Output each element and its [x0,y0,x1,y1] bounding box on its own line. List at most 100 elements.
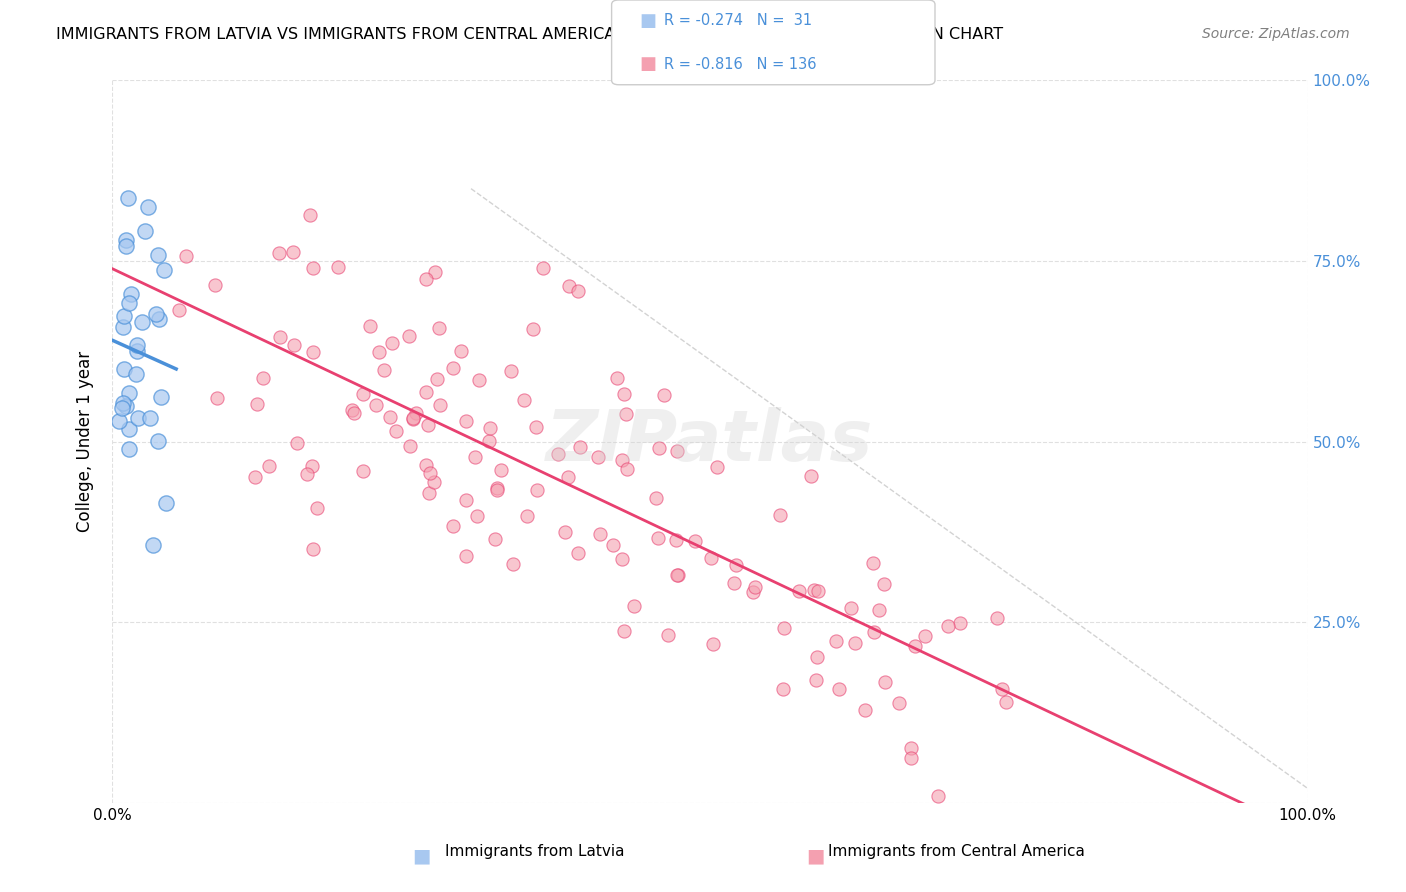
Point [465,508,488,523]
Point [648,441,671,455]
Point [326,260,349,274]
Point [114,362,136,376]
Point [526,483,548,498]
Point [512,393,534,408]
Point [991,681,1014,696]
Point [127,411,149,425]
Point [352,386,374,401]
Point [645,491,668,506]
Point [606,371,628,385]
Point [426,372,449,386]
Point [464,450,486,464]
Point [167,302,190,317]
Point [118,296,141,310]
Point [699,550,721,565]
Point [467,373,489,387]
Point [887,696,910,710]
Point [145,307,167,321]
Point [124,368,146,382]
Y-axis label: College, Under 1 year: College, Under 1 year [76,351,94,533]
Point [567,284,589,298]
Point [868,602,890,616]
Point [415,272,437,286]
Point [657,628,679,642]
Point [567,546,589,560]
Point [804,673,827,687]
Point [155,496,177,510]
Point [936,619,959,633]
Text: R = -0.816   N = 136: R = -0.816 N = 136 [664,57,815,71]
Point [134,224,156,238]
Point [373,362,395,376]
Point [647,531,669,545]
Point [773,622,796,636]
Point [602,538,624,552]
Point [142,538,165,552]
Point [118,386,141,401]
Point [450,343,472,358]
Point [803,582,825,597]
Point [875,674,897,689]
Point [900,741,922,756]
Point [121,287,143,301]
Point [441,360,464,375]
Point [352,464,374,478]
Point [623,599,645,613]
Point [683,533,706,548]
Point [385,424,408,438]
Point [153,263,176,277]
Point [112,310,135,324]
Point [612,624,634,638]
Point [612,386,634,401]
Text: ZIPatlas: ZIPatlas [547,407,873,476]
Point [307,500,329,515]
Point [485,481,508,495]
Point [364,398,387,412]
Point [429,398,451,412]
Point [772,681,794,696]
Point [589,527,612,541]
Point [149,390,172,404]
Point [844,636,866,650]
Point [516,509,538,524]
Point [176,249,198,263]
Point [800,468,823,483]
Point [666,567,689,582]
Point [665,533,688,548]
Point [501,364,523,378]
Point [118,422,141,436]
Point [741,585,763,599]
Point [399,439,422,453]
Point [205,391,228,405]
Point [558,278,581,293]
Point [706,460,728,475]
Point [112,320,135,334]
Point [486,483,509,497]
Point [118,442,141,456]
Point [340,402,363,417]
Point [415,458,437,473]
Text: Immigrants from Latvia: Immigrants from Latvia [444,845,624,859]
Point [853,703,876,717]
Point [744,580,766,594]
Point [415,384,437,399]
Point [873,577,896,591]
Point [423,475,446,490]
Point [522,322,544,336]
Point [367,345,389,359]
Point [111,401,134,416]
Point [441,519,464,533]
Point [115,239,138,253]
Point [243,469,266,483]
Point [342,406,364,420]
Point [301,459,323,474]
Text: ■: ■ [806,847,825,866]
Point [610,453,633,467]
Point [454,493,477,508]
Point [454,414,477,428]
Point [131,315,153,329]
Point [112,396,135,410]
Point [281,245,304,260]
Point [787,583,810,598]
Point [139,411,162,425]
